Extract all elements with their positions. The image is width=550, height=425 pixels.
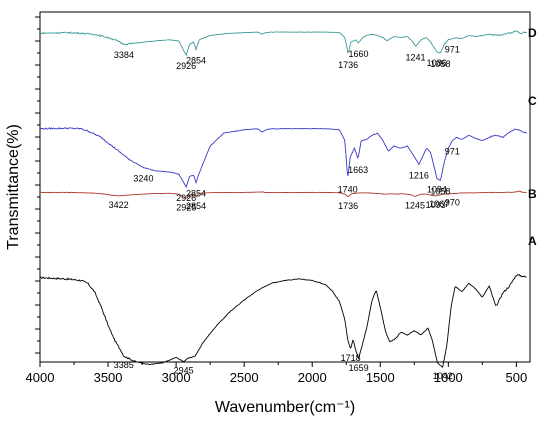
series-line-a [40, 274, 527, 368]
peak-label: 970 [445, 198, 460, 208]
peak-label: 1736 [338, 60, 358, 70]
plot-area-border [39, 11, 531, 363]
x-tick-label: 4000 [26, 370, 55, 385]
peak-label: 2926 [176, 61, 196, 71]
peak-label: 2854 [186, 201, 206, 211]
x-axis: 4000 3500 3000 2500 2000 1500 1000 500 [26, 362, 528, 385]
peak-label: 971 [445, 147, 460, 157]
peak-label: 1084 [427, 184, 447, 194]
series-name-d: D [528, 26, 537, 40]
series-line-d [39, 30, 527, 57]
peak-label: 1093 [426, 200, 446, 210]
x-tick-label: 2000 [298, 370, 327, 385]
peak-label: 3384 [114, 50, 134, 60]
peak-label: 1042 [433, 371, 453, 381]
peak-label: 1067 [429, 199, 449, 209]
peak-label: 1241 [406, 52, 426, 62]
peak-label: 1659 [349, 363, 369, 373]
peak-label: 1740 [338, 184, 358, 194]
peak-label: 971 [445, 45, 460, 55]
peak-label: 1736 [338, 201, 358, 211]
y-axis-title: Transmittance(%) [5, 124, 22, 250]
series-name-a: A [528, 234, 537, 248]
y-axis-ticks [35, 16, 40, 354]
x-tick-label: 1000 [434, 370, 463, 385]
peak-label: 3422 [109, 200, 129, 210]
peak-label: 3385 [114, 360, 134, 370]
x-tick-label: 3500 [94, 370, 123, 385]
x-tick-label: 3000 [162, 370, 191, 385]
peak-label: 1718 [341, 353, 361, 363]
plot-frame [39, 11, 531, 363]
peak-label: 1660 [348, 49, 368, 59]
peak-label: 2945 [174, 366, 194, 376]
x-tick-label: 2500 [230, 370, 259, 385]
peak-label: 1216 [409, 170, 429, 180]
series-line-c [39, 127, 527, 189]
x-tick-label: 500 [506, 370, 528, 385]
peak-label: 1245 [405, 200, 425, 210]
series-layer [39, 30, 527, 368]
peak-label: 2925 [176, 203, 196, 213]
peak-label: 1663 [348, 165, 368, 175]
peak-label: 1058 [430, 59, 450, 69]
x-tick-label: 1500 [366, 370, 395, 385]
peak-label: 1058 [430, 187, 450, 197]
peak-label: 2854 [186, 189, 206, 199]
peak-label: 2926 [176, 193, 196, 203]
peak-label: 2854 [186, 56, 206, 66]
series-name-layer: A B C D [528, 26, 537, 248]
series-line-b [39, 190, 527, 199]
series-name-b: B [528, 187, 537, 201]
series-name-c: C [528, 94, 537, 108]
peak-label: 1086 [427, 58, 447, 68]
peak-label: 3240 [133, 174, 153, 184]
x-axis-title: Wavenumber(cm⁻¹) [215, 399, 355, 416]
